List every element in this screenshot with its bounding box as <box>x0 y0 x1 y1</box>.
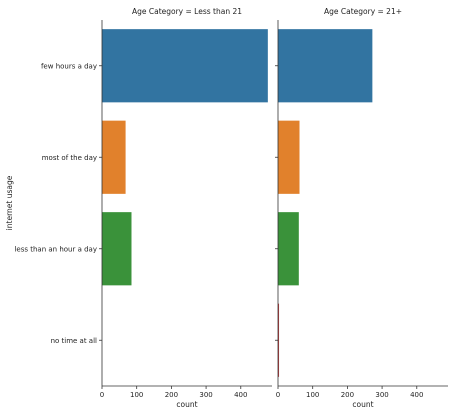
panel-title-21-plus: Age Category = 21+ <box>324 7 402 16</box>
bar-1-3 <box>278 303 280 377</box>
x-axis-label-left: count <box>176 400 197 409</box>
panel-less-than-21: Age Category = Less than 21 few hours a … <box>14 7 272 399</box>
panel-21-plus: Age Category = 21+ 0 100 200 300 400 <box>275 7 448 399</box>
x-tick-label-1-3: 300 <box>375 391 388 399</box>
x-tick-label-0-4: 400 <box>234 391 247 399</box>
y-tick-label-3: no time at all <box>51 337 97 345</box>
x-tick-label-1-2: 200 <box>341 391 354 399</box>
bar-1-1 <box>278 120 300 194</box>
x-tick-label-0-0: 0 <box>100 391 104 399</box>
x-tick-label-0-3: 300 <box>199 391 212 399</box>
x-axis-label-right: count <box>352 400 373 409</box>
x-tick-label-0-2: 200 <box>165 391 178 399</box>
x-tick-label-1-1: 100 <box>306 391 319 399</box>
x-tick-label-1-0: 0 <box>276 391 280 399</box>
panel-title-less-than-21: Age Category = Less than 21 <box>132 7 242 16</box>
y-tick-label-2: less than an hour a day <box>14 245 97 253</box>
bar-0-0 <box>102 29 268 103</box>
y-tick-label-1: most of the day <box>42 154 97 162</box>
bar-1-2 <box>278 212 299 286</box>
bar-0-1 <box>102 120 126 194</box>
x-tick-label-0-1: 100 <box>130 391 143 399</box>
bar-0-2 <box>102 212 132 286</box>
x-tick-label-1-4: 400 <box>410 391 423 399</box>
y-tick-label-0: few hours a day <box>41 62 97 70</box>
y-axis-label: internet usage <box>5 175 14 230</box>
bar-1-0 <box>278 29 373 103</box>
